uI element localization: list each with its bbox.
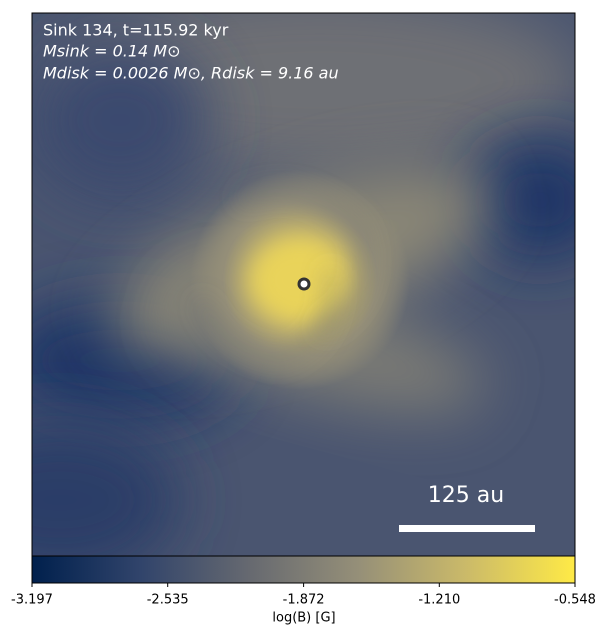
colorbar-tick-label: -1.210	[418, 593, 460, 608]
colorbar-label: log(B) [G]	[272, 611, 335, 626]
colorbar-tick-label: -2.535	[147, 593, 189, 608]
colorbar-tick-label: -3.197	[11, 593, 53, 608]
colorbar	[31, 555, 576, 584]
scale-bar-label: 125 au	[428, 483, 504, 508]
sink-marker	[297, 277, 311, 291]
annotation: Mdisk = 0.0026 M⊙, Rdisk = 9.16 au	[43, 64, 339, 83]
annotation: Msink = 0.14 M⊙	[43, 42, 181, 61]
scale-bar	[399, 525, 535, 532]
colorbar-tick-label: -1.872	[283, 593, 325, 608]
colorbar-tick-label: -0.548	[554, 593, 596, 608]
annotation: Sink 134, t=115.92 kyr	[43, 21, 229, 40]
